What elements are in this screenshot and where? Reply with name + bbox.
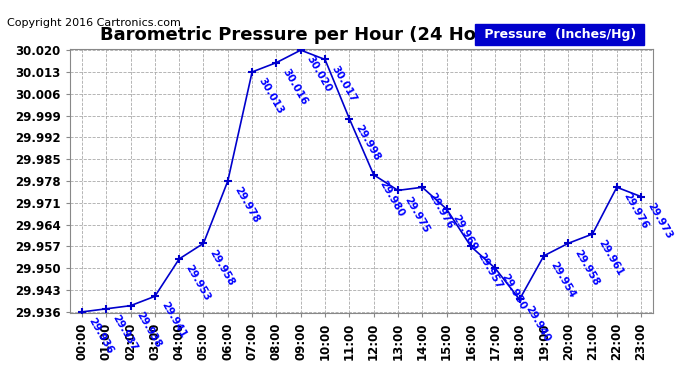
Text: 29.973: 29.973 [645,201,674,240]
Text: 29.954: 29.954 [548,260,577,300]
Text: 30.017: 30.017 [329,64,358,104]
Text: 29.936: 29.936 [86,316,115,356]
Text: 29.953: 29.953 [184,263,212,303]
Text: 30.016: 30.016 [281,67,309,106]
Text: Copyright 2016 Cartronics.com: Copyright 2016 Cartronics.com [7,18,181,28]
Text: 29.978: 29.978 [232,185,261,225]
Text: 29.961: 29.961 [597,238,625,278]
Text: 29.998: 29.998 [353,123,382,162]
Text: Pressure  (Inches/Hg): Pressure (Inches/Hg) [480,28,640,41]
Text: 29.941: 29.941 [159,300,188,340]
Text: 30.013: 30.013 [256,76,285,116]
Text: 29.976: 29.976 [621,191,650,231]
Text: 29.940: 29.940 [524,304,553,344]
Text: 29.958: 29.958 [208,248,236,287]
Text: 29.938: 29.938 [135,310,164,350]
Text: 29.975: 29.975 [402,195,431,234]
Title: Barometric Pressure per Hour (24 Hours) 20160515: Barometric Pressure per Hour (24 Hours) … [100,26,623,44]
Text: 29.950: 29.950 [500,273,528,312]
Text: 29.958: 29.958 [572,248,601,287]
Text: 30.020: 30.020 [305,54,334,94]
Text: 29.969: 29.969 [451,213,480,253]
Text: 29.976: 29.976 [426,191,455,231]
Text: 29.937: 29.937 [110,313,139,353]
Text: 29.980: 29.980 [378,179,406,219]
Text: 29.957: 29.957 [475,251,504,290]
